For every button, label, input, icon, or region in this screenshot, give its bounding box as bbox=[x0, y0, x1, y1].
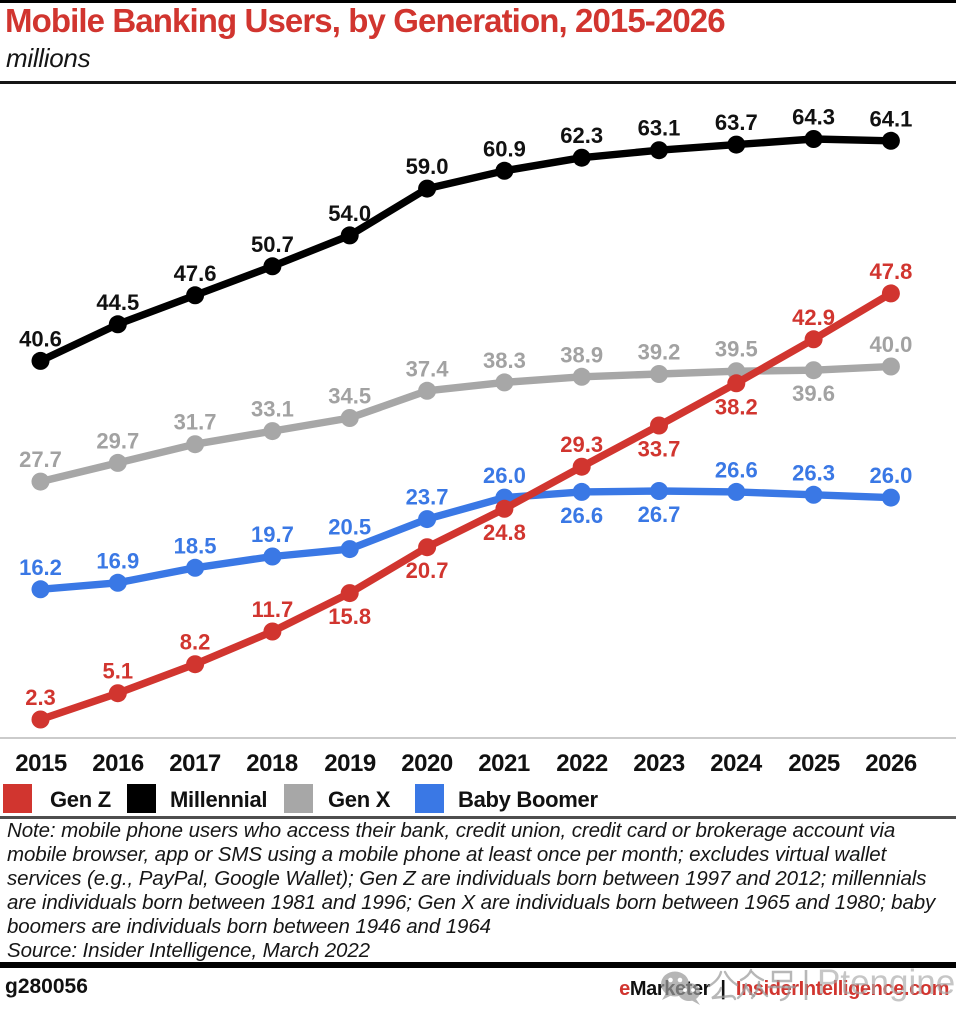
svg-text:54.0: 54.0 bbox=[328, 201, 371, 226]
svg-text:24.8: 24.8 bbox=[483, 520, 526, 545]
svg-text:64.3: 64.3 bbox=[792, 105, 835, 130]
svg-text:34.5: 34.5 bbox=[328, 384, 371, 409]
svg-text:26.0: 26.0 bbox=[483, 463, 526, 488]
svg-text:39.6: 39.6 bbox=[792, 381, 835, 406]
svg-text:27.7: 27.7 bbox=[19, 447, 62, 472]
svg-text:64.1: 64.1 bbox=[869, 106, 912, 131]
svg-text:29.3: 29.3 bbox=[560, 432, 603, 457]
svg-text:2.3: 2.3 bbox=[25, 685, 56, 710]
svg-text:26.6: 26.6 bbox=[560, 503, 603, 528]
svg-text:26.0: 26.0 bbox=[869, 463, 912, 488]
svg-text:39.5: 39.5 bbox=[715, 337, 758, 362]
svg-text:20.7: 20.7 bbox=[406, 558, 449, 583]
svg-text:33.7: 33.7 bbox=[638, 437, 681, 462]
svg-text:47.6: 47.6 bbox=[174, 261, 217, 286]
svg-text:Ptengine: Ptengine bbox=[817, 963, 955, 1002]
svg-text:23.7: 23.7 bbox=[406, 485, 449, 510]
svg-text:42.9: 42.9 bbox=[792, 305, 835, 330]
svg-text:15.8: 15.8 bbox=[328, 604, 371, 629]
svg-text:29.7: 29.7 bbox=[96, 428, 139, 453]
svg-text:11.7: 11.7 bbox=[252, 597, 294, 622]
svg-text:5.1: 5.1 bbox=[103, 659, 134, 684]
svg-text:59.0: 59.0 bbox=[406, 154, 449, 179]
svg-text:37.4: 37.4 bbox=[406, 356, 450, 381]
svg-text:26.7: 26.7 bbox=[638, 502, 681, 527]
svg-text:38.2: 38.2 bbox=[715, 394, 758, 419]
svg-text:40.6: 40.6 bbox=[19, 326, 62, 351]
svg-text:40.0: 40.0 bbox=[869, 332, 912, 357]
svg-text:62.3: 62.3 bbox=[560, 123, 603, 148]
svg-text:63.1: 63.1 bbox=[638, 116, 681, 141]
svg-text:26.6: 26.6 bbox=[715, 457, 758, 482]
svg-text:8.2: 8.2 bbox=[180, 630, 211, 655]
svg-text:33.1: 33.1 bbox=[251, 397, 294, 422]
svg-text:38.3: 38.3 bbox=[483, 348, 526, 373]
svg-text:18.5: 18.5 bbox=[174, 533, 217, 558]
svg-text:26.3: 26.3 bbox=[792, 460, 835, 485]
svg-text:16.2: 16.2 bbox=[19, 555, 62, 580]
svg-text:50.7: 50.7 bbox=[251, 232, 294, 257]
svg-text:31.7: 31.7 bbox=[174, 410, 217, 435]
svg-text:63.7: 63.7 bbox=[715, 110, 758, 135]
svg-text:19.7: 19.7 bbox=[251, 522, 294, 547]
svg-text:38.9: 38.9 bbox=[560, 342, 603, 367]
svg-text:44.5: 44.5 bbox=[96, 290, 139, 315]
svg-text:16.9: 16.9 bbox=[96, 548, 139, 573]
svg-text:60.9: 60.9 bbox=[483, 136, 526, 161]
svg-text:47.8: 47.8 bbox=[869, 259, 912, 284]
svg-text:39.2: 39.2 bbox=[638, 340, 681, 365]
svg-text:20.5: 20.5 bbox=[328, 515, 371, 540]
